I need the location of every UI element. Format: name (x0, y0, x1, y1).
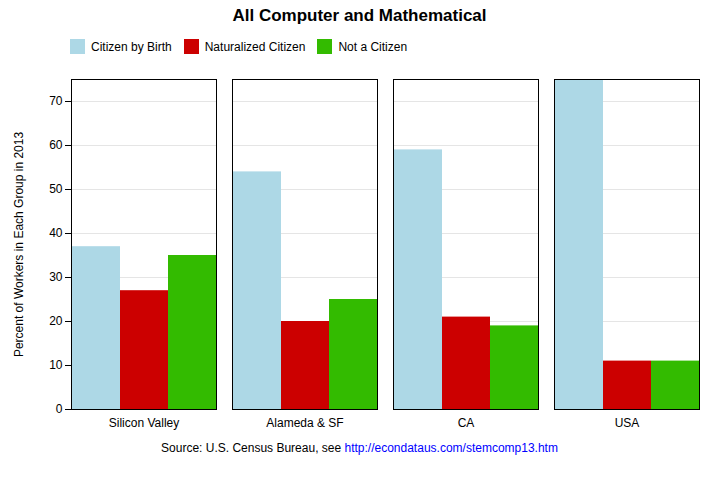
html-text:Not a Citizen: Not a Citizen (338, 39, 408, 54)
svg-text:20: 20 (49, 314, 63, 328)
html-text:Citizen by Birth: Citizen by Birth (91, 39, 172, 54)
svg-text:30: 30 (49, 270, 63, 284)
svg-text:50: 50 (49, 182, 63, 196)
svg-text:Alameda & SF: Alameda & SF (266, 416, 343, 430)
svg-text:CA: CA (458, 416, 475, 430)
svg-text:Silicon Valley: Silicon Valley (109, 416, 179, 430)
html-text:Source: U.S. Census Bureau, se: Source: U.S. Census Bureau, see http://e… (161, 441, 558, 455)
svg-text:10: 10 (49, 358, 63, 372)
html-text:All Computer and Mathematical: All Computer and Mathematical (232, 6, 487, 25)
svg-text:0: 0 (56, 402, 63, 416)
svg-text:Percent of Workers in Each Gro: Percent of Workers in Each Group in 2013 (12, 132, 26, 358)
svg-text:60: 60 (49, 138, 63, 152)
svg-text:USA: USA (615, 416, 640, 430)
svg-text:70: 70 (49, 94, 63, 108)
html-text:Naturalized Citizen: Naturalized Citizen (204, 39, 306, 54)
svg-text:40: 40 (49, 226, 63, 240)
